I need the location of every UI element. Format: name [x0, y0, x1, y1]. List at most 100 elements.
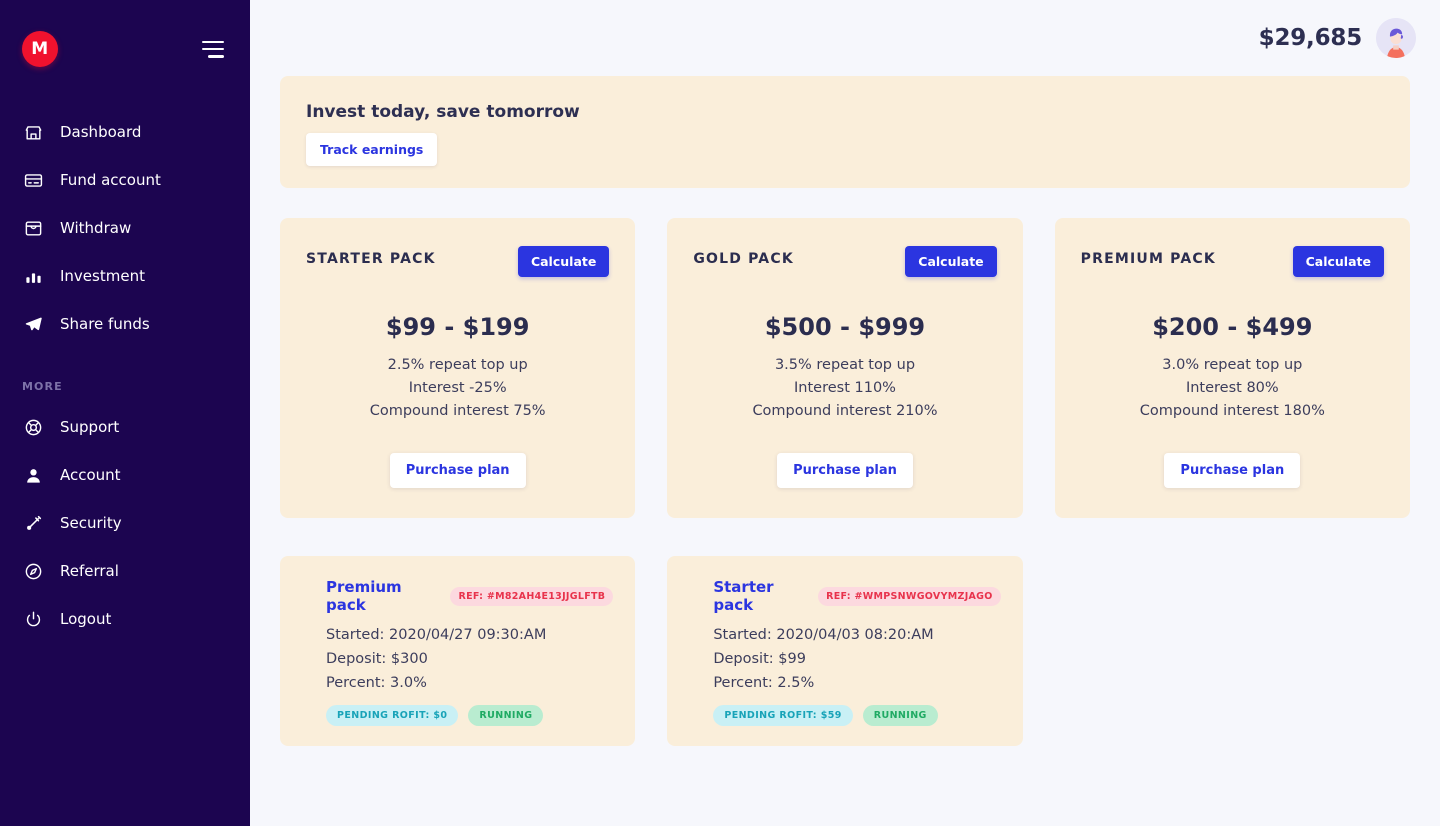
inbox-icon [22, 217, 44, 239]
banner-title: Invest today, save tomorrow [306, 102, 580, 122]
investment-percent: Percent: 2.5% [713, 675, 815, 691]
investment-badges: PENDING ROFIT: $59 RUNNING [713, 705, 1000, 726]
sidebar-nav-more: Support Account Security [0, 403, 250, 643]
purchase-plan-button[interactable]: Purchase plan [389, 453, 526, 488]
power-icon [22, 608, 44, 630]
plan-interest: Interest 80% [1185, 380, 1279, 396]
purchase-plan-button[interactable]: Purchase plan [777, 453, 913, 488]
topbar: $29,685 [250, 0, 1440, 76]
plan-card-gold: GOLD PACK Calculate $500 - $999 3.5% rep… [667, 218, 1023, 518]
sidebar-item-label: Investment [60, 266, 145, 285]
plan-compound-interest: Compound interest 210% [752, 403, 938, 419]
track-earnings-button[interactable]: Track earnings [306, 133, 438, 166]
pending-profit-badge: PENDING ROFIT: $0 [326, 705, 459, 726]
user-avatar[interactable] [1376, 18, 1416, 58]
investment-card: Starter pack REF: #WMPSNWGOVYMZJAGO Star… [667, 556, 1023, 746]
status-badge: RUNNING [862, 705, 938, 726]
investment-percent: Percent: 3.0% [326, 675, 427, 691]
app-logo[interactable]: M [22, 31, 58, 67]
dashboard-content: Invest today, save tomorrow Track earnin… [250, 76, 1440, 826]
plan-compound-interest: Compound interest 180% [1139, 403, 1325, 419]
sidebar-item-share-funds[interactable]: Share funds [0, 300, 250, 348]
investment-badges: PENDING ROFIT: $0 RUNNING [326, 705, 613, 726]
plan-name: STARTER PACK [306, 251, 436, 267]
plan-card-premium: PREMIUM PACK Calculate $200 - $499 3.0% … [1054, 218, 1410, 518]
investment-deposit: Deposit: $300 [326, 651, 428, 667]
sidebar-section-more-label: MORE [22, 380, 63, 393]
sidebar-item-withdraw[interactable]: Withdraw [0, 204, 250, 252]
sidebar-item-label: Share funds [60, 314, 150, 333]
sidebar-item-label: Logout [60, 609, 112, 628]
plan-topup: 2.5% repeat top up [387, 357, 528, 373]
plan-cards-row: STARTER PACK Calculate $99 - $199 2.5% r… [280, 218, 1410, 518]
sidebar-item-label: Dashboard [60, 122, 142, 141]
status-badge: RUNNING [468, 705, 544, 726]
investment-card: Premium pack REF: #M82AH4E13JJGLFTB Star… [280, 556, 636, 746]
investment-title: Starter pack [713, 578, 774, 614]
sidebar-item-label: Security [60, 513, 122, 532]
hamburger-line-2 [202, 47, 224, 51]
sidebar-item-label: Referral [60, 561, 119, 580]
lifebuoy-icon [22, 416, 44, 438]
plan-body: $200 - $499 3.0% repeat top up Interest … [1081, 283, 1384, 453]
plan-price: $200 - $499 [1152, 313, 1313, 341]
sidebar-item-support[interactable]: Support [0, 403, 250, 451]
hamburger-icon[interactable] [202, 40, 224, 58]
credit-card-icon [22, 169, 44, 191]
purchase-plan-button[interactable]: Purchase plan [1164, 453, 1301, 488]
hamburger-line-1 [202, 40, 224, 43]
plan-footer: Purchase plan [1081, 453, 1384, 494]
sidebar-item-account[interactable]: Account [0, 451, 250, 499]
active-investments-row: Premium pack REF: #M82AH4E13JJGLFTB Star… [280, 556, 1410, 746]
plan-topup: 3.0% repeat top up [1162, 357, 1303, 373]
investment-ref-badge: REF: #WMPSNWGOVYMZJAGO [818, 586, 1001, 606]
sidebar-item-fund-account[interactable]: Fund account [0, 156, 250, 204]
store-icon [22, 121, 44, 143]
plan-name: PREMIUM PACK [1080, 251, 1216, 267]
main-content: $29,685 Invest today, save tomorrow Trac… [250, 0, 1440, 826]
calculate-button[interactable]: Calculate [905, 246, 997, 277]
plan-header: PREMIUM PACK Calculate [1081, 246, 1384, 277]
balance-amount: $29,685 [1258, 25, 1363, 51]
sidebar-nav-primary: Dashboard Fund account Withdraw [0, 108, 250, 348]
sidebar-item-referral[interactable]: Referral [0, 547, 250, 595]
plan-topup: 3.5% repeat top up [774, 357, 916, 373]
sidebar-item-label: Withdraw [60, 218, 132, 237]
sidebar-item-security[interactable]: Security [0, 499, 250, 547]
plan-footer: Purchase plan [693, 453, 996, 494]
plan-footer: Purchase plan [306, 453, 609, 494]
plan-header: STARTER PACK Calculate [306, 246, 610, 277]
plan-interest: Interest 110% [794, 380, 896, 396]
investment-started: Started: 2020/04/03 08:20:AM [713, 627, 934, 643]
plan-price: $99 - $199 [385, 313, 530, 341]
calculate-button[interactable]: Calculate [517, 246, 610, 277]
plan-interest: Interest -25% [408, 380, 507, 396]
sidebar-item-label: Fund account [60, 170, 161, 189]
plan-body: $500 - $999 3.5% repeat top up Interest … [693, 283, 996, 453]
sidebar-item-label: Support [60, 417, 120, 436]
plan-name: GOLD PACK [693, 251, 794, 267]
user-icon [22, 464, 44, 486]
paper-plane-icon [22, 313, 44, 335]
sidebar-item-label: Account [60, 465, 121, 484]
investment-started: Started: 2020/04/27 09:30:AM [326, 627, 547, 643]
bar-chart-icon [22, 265, 44, 287]
investment-header: Starter pack REF: #WMPSNWGOVYMZJAGO [713, 578, 1001, 614]
sidebar-item-logout[interactable]: Logout [0, 595, 250, 643]
compass-icon [22, 560, 44, 582]
sidebar-item-dashboard[interactable]: Dashboard [0, 108, 250, 156]
pending-profit-badge: PENDING ROFIT: $59 [713, 705, 853, 726]
sidebar-brand-row: M [0, 18, 250, 80]
plan-price: $500 - $999 [764, 313, 926, 341]
plan-body: $99 - $199 2.5% repeat top up Interest -… [306, 283, 609, 453]
investment-header: Premium pack REF: #M82AH4E13JJGLFTB [326, 578, 614, 614]
logo-letter: M [31, 39, 49, 59]
calculate-button[interactable]: Calculate [1292, 246, 1384, 277]
plan-card-starter: STARTER PACK Calculate $99 - $199 2.5% r… [280, 218, 636, 518]
hamburger-line-3 [208, 55, 224, 58]
sidebar: M Dashboard [0, 0, 250, 826]
sidebar-item-investment[interactable]: Investment [0, 252, 250, 300]
investment-deposit: Deposit: $99 [713, 651, 806, 667]
promo-banner: Invest today, save tomorrow Track earnin… [280, 76, 1410, 188]
